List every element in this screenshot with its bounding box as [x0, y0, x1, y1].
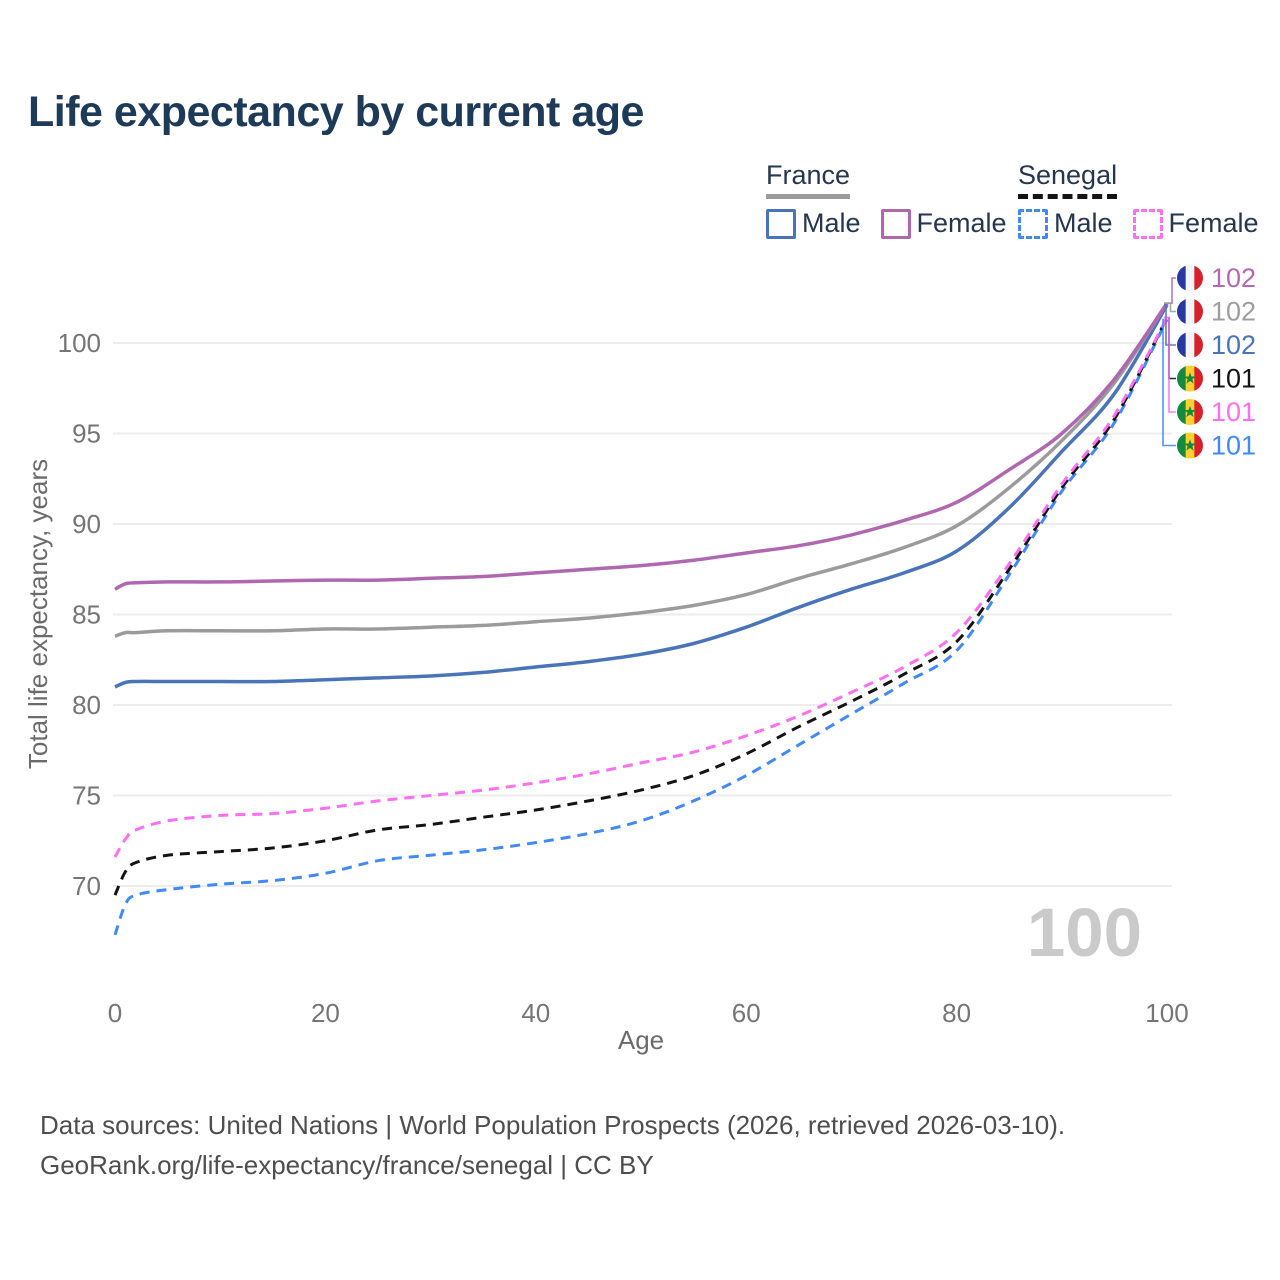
legend-item-senegal-male[interactable]: Male — [1018, 208, 1113, 239]
flag-stripe — [1194, 399, 1203, 425]
legend-item-label: Male — [802, 208, 861, 238]
footer: Data sources: United Nations | World Pop… — [40, 1105, 1065, 1185]
y-tick-label-75: 75 — [72, 781, 101, 811]
flag-stripe — [1194, 298, 1203, 325]
legend-item-label: Female — [916, 208, 1007, 238]
end-value-label-sn-total: 101 — [1211, 364, 1256, 394]
legend-row-senegal: Male Female — [1018, 208, 1279, 239]
flag-star — [1184, 439, 1196, 451]
y-tick-label-80: 80 — [72, 690, 101, 720]
series-line-fr-male — [114, 304, 1169, 689]
flag-stripe — [1194, 332, 1203, 358]
y-tick-label-70: 70 — [72, 871, 101, 901]
senegal-male-swatch-icon — [1018, 208, 1048, 239]
france-flag-icon — [1177, 298, 1203, 325]
senegal-flag-icon — [1177, 365, 1203, 392]
y-tick-label-85: 85 — [72, 600, 101, 630]
legend-group-senegal: Senegal Male Female — [1018, 160, 1279, 239]
gridlines — [113, 342, 1172, 887]
flag-stripe — [1194, 265, 1203, 291]
leader-line-fr-female — [1164, 277, 1176, 304]
y-tick-label-100: 100 — [58, 328, 101, 358]
flag-stripe — [1194, 432, 1203, 459]
flag-stripe — [1185, 298, 1195, 325]
end-value-label-sn-female: 101 — [1211, 397, 1256, 427]
senegal-flag-icon — [1177, 399, 1203, 425]
end-value-label-sn-male: 101 — [1211, 431, 1256, 461]
leader-line-sn-female — [1164, 316, 1176, 413]
series-line-sn-total — [113, 317, 1169, 896]
attribution-text: GeoRank.org/life-expectancy/france/seneg… — [40, 1150, 654, 1180]
y-axis-tick-labels: 70 75 80 85 90 95 100 — [58, 328, 101, 901]
legend-item-label: Female — [1168, 208, 1259, 238]
flag-stripe — [1185, 265, 1195, 291]
x-tick-label-60: 60 — [732, 998, 761, 1028]
flag-star — [1184, 372, 1196, 384]
flag-stripe — [1177, 265, 1187, 291]
legend-row-france: Male Female — [766, 208, 1027, 239]
series-layer — [113, 302, 1169, 936]
legend-item-france-female[interactable]: Female — [880, 208, 1007, 239]
flag-stripe — [1177, 399, 1187, 425]
france-flag-icon — [1177, 265, 1203, 291]
series-line-fr-total — [114, 302, 1169, 638]
flag-star — [1184, 405, 1196, 418]
y-tick-label-95: 95 — [72, 419, 101, 449]
x-tick-label-100: 100 — [1145, 998, 1188, 1028]
x-tick-label-20: 20 — [311, 998, 340, 1028]
y-tick-label-90: 90 — [72, 509, 101, 539]
france-male-swatch-icon — [766, 208, 796, 239]
flag-stripe — [1177, 432, 1187, 459]
x-axis-tick-labels: 0 20 40 60 80 100 — [108, 998, 1189, 1028]
flag-stripe — [1194, 365, 1203, 392]
end-value-label-fr-female: 102 — [1211, 263, 1256, 293]
flag-stripe — [1177, 365, 1187, 392]
x-tick-label-40: 40 — [521, 998, 550, 1028]
leader-line-fr-male — [1164, 304, 1176, 346]
data-sources-text: Data sources: United Nations | World Pop… — [40, 1110, 1066, 1140]
legend-item-label: Male — [1054, 208, 1113, 238]
flag-stripe — [1177, 332, 1187, 358]
y-axis-title: Total life expectancy, years — [23, 459, 53, 769]
x-tick-label-0: 0 — [108, 998, 122, 1028]
senegal-female-swatch-icon — [1132, 208, 1163, 239]
france-flag-icon — [1177, 332, 1203, 358]
france-female-swatch-icon — [880, 208, 911, 239]
flag-stripe — [1185, 332, 1195, 358]
legend-header-senegal[interactable]: Senegal — [1018, 160, 1118, 199]
legend-group-france: France Male Female — [766, 160, 1027, 239]
legend-header-france[interactable]: France — [766, 160, 851, 199]
end-value-label-fr-male: 102 — [1211, 330, 1256, 360]
x-axis-title: Age — [618, 1025, 664, 1055]
end-value-label-fr-total: 102 — [1211, 297, 1256, 327]
series-line-sn-female — [113, 316, 1169, 858]
page-title: Life expectancy by current age — [28, 88, 644, 136]
legend-item-france-male[interactable]: Male — [766, 208, 861, 239]
legend-item-senegal-female[interactable]: Female — [1132, 208, 1259, 239]
series-line-sn-male — [113, 318, 1169, 936]
watermark-age-100: 100 — [1027, 894, 1142, 971]
flag-stripe — [1177, 298, 1187, 325]
x-tick-label-80: 80 — [942, 998, 971, 1028]
leader-line-fr-total — [1164, 302, 1176, 313]
leader-line-sn-male — [1162, 318, 1176, 447]
series-line-fr-female — [114, 302, 1169, 591]
senegal-flag-icon — [1177, 432, 1203, 459]
